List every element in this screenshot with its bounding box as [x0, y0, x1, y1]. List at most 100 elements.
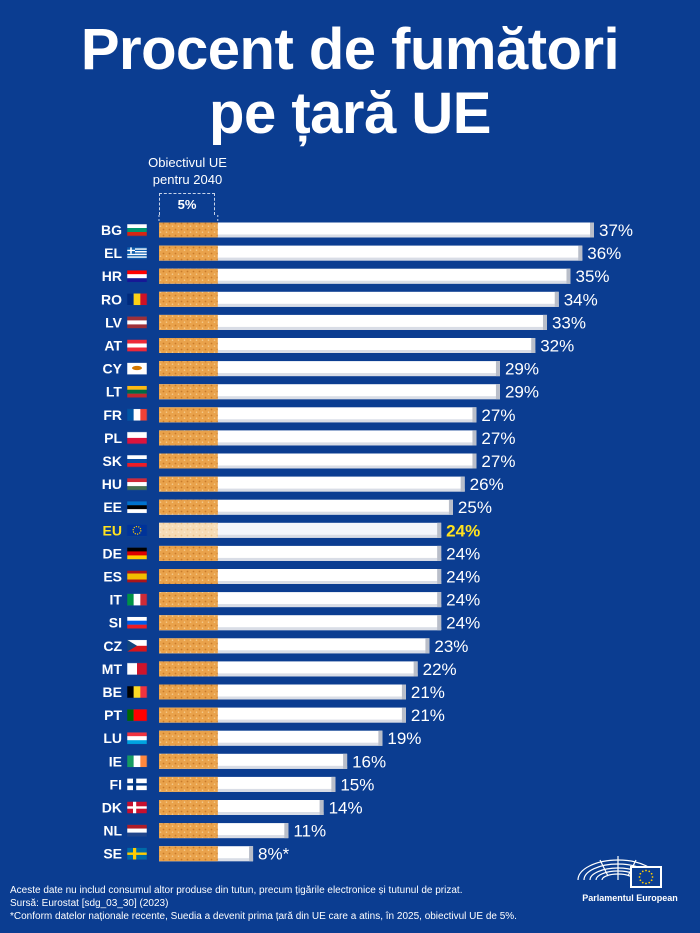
country-label: LT — [106, 384, 123, 400]
flag-cz — [126, 639, 148, 653]
country-label: DK — [102, 800, 122, 816]
value-label: 24% — [446, 521, 480, 540]
country-label: LU — [103, 730, 122, 746]
country-label: NL — [103, 823, 122, 839]
bar — [159, 522, 442, 538]
value-label: 16% — [352, 752, 386, 771]
flag-fi — [126, 778, 148, 791]
flag-it — [126, 593, 148, 606]
flag-de — [126, 547, 148, 560]
bar-row-it: IT 24% — [110, 591, 481, 610]
country-label: CY — [103, 361, 123, 377]
bar-row-bg: BG 37% — [101, 221, 633, 240]
bar-filter-segment — [159, 407, 218, 423]
bar-tip — [437, 569, 442, 584]
bar-tip — [437, 615, 442, 631]
bar-row-cy: CY 29% — [103, 360, 539, 379]
bar-row-lt: LT 29% — [106, 383, 539, 402]
flag-cy — [126, 362, 148, 375]
bar-row-es: ES 24% — [103, 568, 480, 587]
bar — [159, 338, 536, 353]
footnote-2: *Conform datelor naționale recente, Sued… — [10, 911, 517, 922]
flag-si — [126, 616, 148, 629]
bar — [159, 707, 406, 723]
flag-bg — [126, 223, 148, 237]
value-label: 35% — [575, 267, 609, 286]
country-label: DE — [103, 545, 122, 561]
bar — [159, 684, 406, 700]
bar-tip — [249, 846, 254, 862]
footnotes: Aceste date nu includ consumul altor pro… — [10, 884, 570, 923]
bar — [159, 361, 500, 377]
bar-filter-segment — [159, 476, 218, 492]
value-label: 15% — [340, 775, 374, 794]
value-label: 33% — [552, 313, 586, 332]
european-parliament-logo — [577, 856, 662, 888]
country-label: IE — [109, 753, 122, 769]
value-label: 21% — [411, 706, 445, 725]
flag-eu — [126, 524, 148, 537]
bar — [159, 268, 571, 284]
value-label: 19% — [387, 729, 421, 748]
bar-tip — [437, 522, 442, 538]
logo-text: Parlamentul European — [582, 893, 678, 903]
country-label: AT — [104, 338, 122, 354]
bar-filter-segment — [159, 430, 218, 446]
bar-row-sk: SK 27% — [103, 452, 516, 471]
country-label: SK — [103, 453, 122, 469]
bar — [159, 569, 442, 584]
value-label: 37% — [599, 221, 633, 240]
flag-hu — [126, 477, 148, 491]
bar-filter-segment — [159, 314, 218, 330]
value-label: 27% — [481, 452, 515, 471]
value-label: 29% — [505, 383, 539, 402]
bar-filter-segment — [159, 222, 218, 238]
bar-tip — [590, 222, 594, 238]
bar-tip — [566, 268, 571, 284]
bar-tip — [472, 430, 477, 446]
bar — [159, 545, 442, 561]
bar-tip — [554, 291, 559, 307]
bar — [159, 499, 453, 515]
country-label: CZ — [103, 638, 122, 654]
bar-tip — [495, 361, 500, 377]
bar — [159, 407, 477, 423]
flag-lu — [126, 731, 148, 745]
bar-filter-segment — [159, 291, 218, 307]
country-label: BG — [101, 222, 122, 238]
bar-row-el: EL 36% — [104, 244, 621, 263]
bar-row-at: AT 32% — [104, 337, 574, 356]
country-label: EU — [103, 522, 122, 538]
value-label: 8%* — [258, 845, 290, 864]
target-value-box: 5% — [159, 193, 215, 215]
value-label: 25% — [458, 498, 492, 517]
country-label: MT — [102, 661, 123, 677]
bar — [159, 245, 583, 261]
value-label: 11% — [293, 822, 326, 841]
country-label: PL — [104, 430, 122, 446]
flag-es — [126, 570, 148, 583]
country-label: ES — [103, 569, 122, 585]
target-label-line-2: pentru 2040 — [152, 172, 223, 187]
flag-nl — [126, 824, 148, 837]
bar-tip — [401, 707, 406, 723]
bar-filter-segment — [159, 245, 218, 261]
bar-tip — [531, 338, 536, 353]
bar-row-fi: FI 15% — [110, 775, 375, 794]
bar-tip — [319, 800, 324, 815]
bar-filter-segment — [159, 499, 218, 515]
value-label: 24% — [446, 591, 480, 610]
flag-se — [126, 847, 148, 860]
flag-el — [126, 246, 148, 260]
country-label: EL — [104, 245, 122, 261]
value-label: 34% — [564, 290, 598, 309]
value-label: 29% — [505, 360, 539, 379]
bar-tip — [578, 245, 583, 261]
value-label: 26% — [470, 475, 504, 494]
flag-lv — [126, 316, 148, 329]
bar-filter-segment — [159, 361, 218, 377]
bar — [159, 476, 465, 492]
bar-tip — [401, 684, 406, 700]
bar-row-ie: IE 16% — [109, 752, 386, 771]
bar-chart: BG 37% EL 36% HR 35% RO 34% LV 33% AT 32% CY 29% LT 29%… — [101, 215, 633, 864]
